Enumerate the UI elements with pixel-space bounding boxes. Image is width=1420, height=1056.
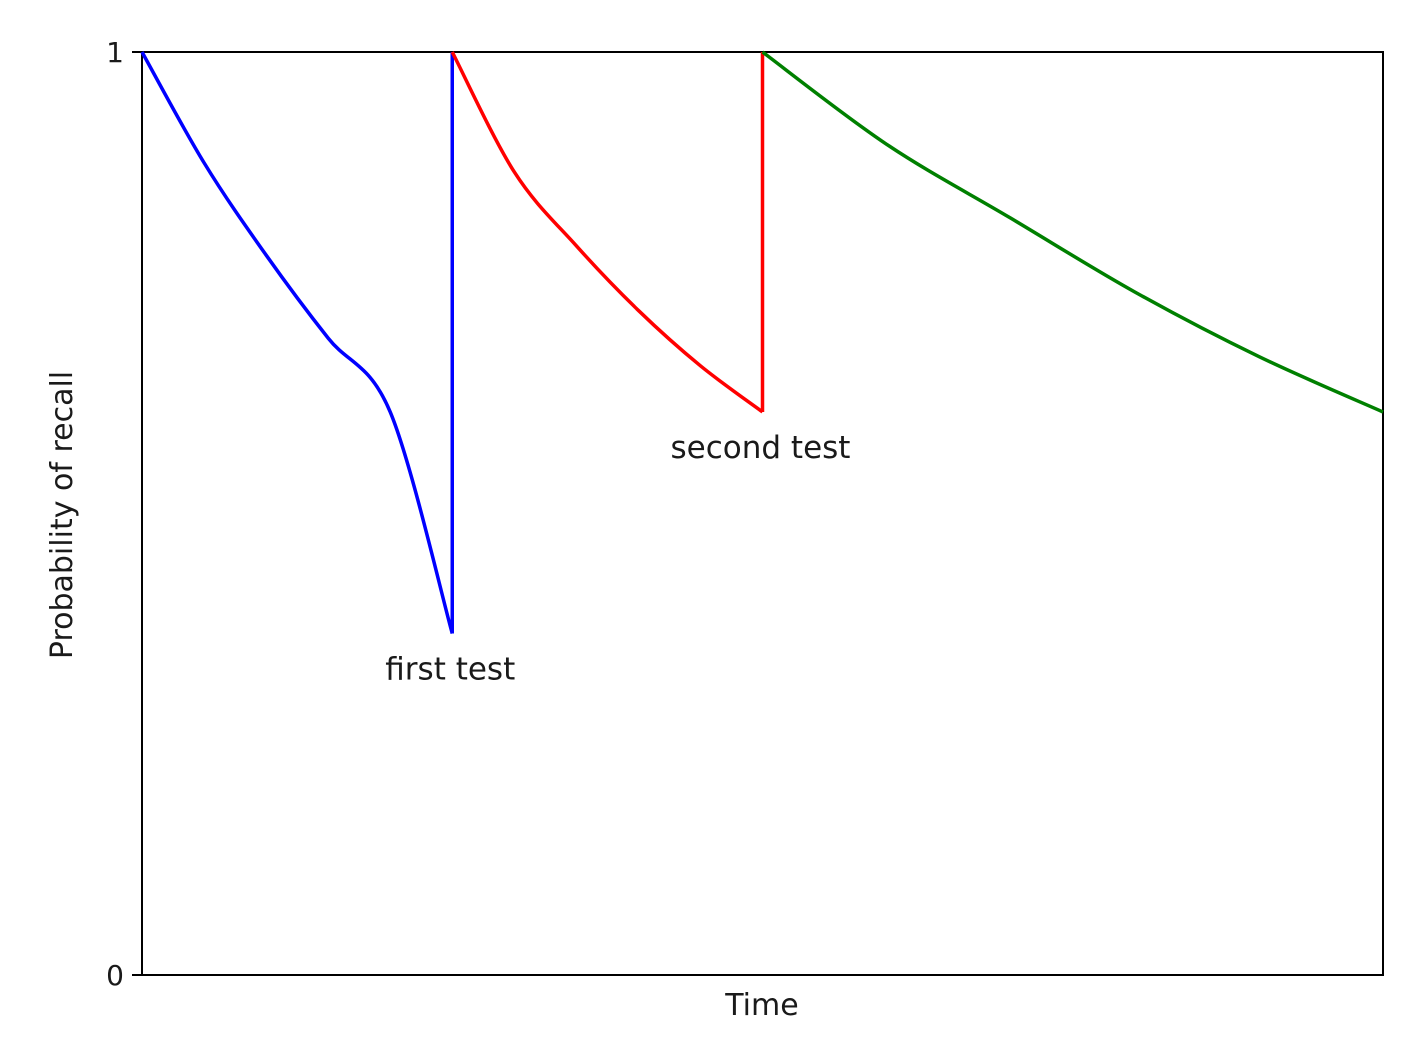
series-group (140, 50, 1384, 634)
annotation-first-test: first test (385, 651, 515, 687)
y-tick-label: 1 (106, 36, 124, 69)
y-tick-label: 0 (106, 959, 124, 992)
annotation-group: first test second test (385, 430, 850, 688)
y-axis-label: Probability of recall (45, 371, 80, 659)
series-line-2 (450, 51, 764, 414)
annotation-second-test: second test (671, 430, 851, 466)
series-line-0 (140, 51, 454, 634)
x-axis-label: Time (724, 988, 798, 1023)
series-line-4 (761, 50, 1384, 414)
y-axis-ticks: 01 (106, 36, 142, 992)
